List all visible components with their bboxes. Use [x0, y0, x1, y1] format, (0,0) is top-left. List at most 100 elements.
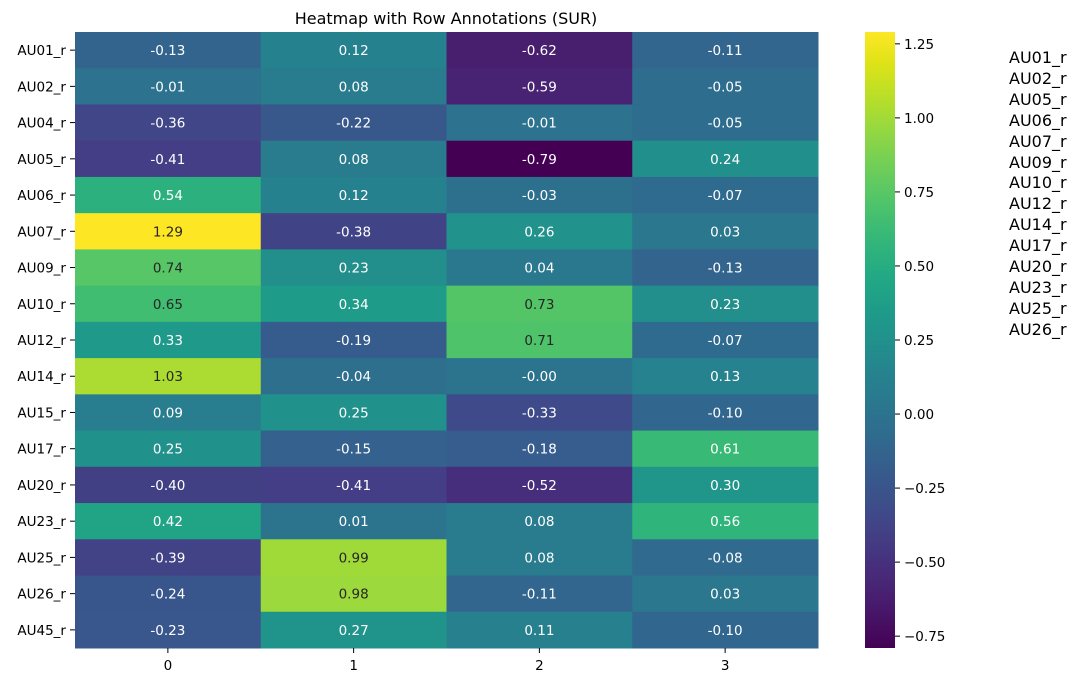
- row-annotation-item: AU07_r: [1009, 131, 1067, 151]
- cell-value-labels: -0.13 0.12 -0.62 -0.11 -0.01 0.08 -0.59 -0.05 -0…: [150, 43, 742, 639]
- cell-value-label: -0.18: [522, 442, 557, 458]
- heatmap-cell: [632, 104, 819, 142]
- heatmap-cell: [75, 140, 262, 178]
- heatmap-cell: [632, 68, 819, 105]
- heatmap-cell: [75, 466, 262, 504]
- colorbar-tick-label: 1.25: [904, 37, 934, 53]
- colorbar-tick-label: 0.00: [904, 407, 934, 423]
- y-tick-label: AU12_r: [17, 333, 66, 349]
- cell-value-label: -0.23: [150, 623, 185, 639]
- cell-value-label: 0.73: [524, 297, 554, 313]
- heatmap-cell: [75, 539, 262, 577]
- heatmap-cell: [632, 575, 819, 613]
- cell-value-label: -0.01: [150, 79, 185, 95]
- y-tick-label: AU04_r: [17, 116, 66, 132]
- cell-value-label: 0.26: [524, 224, 554, 240]
- y-tick-label: AU14_r: [17, 369, 66, 385]
- cell-value-label: -0.08: [708, 550, 743, 566]
- heatmap-cell: [632, 466, 819, 504]
- cell-value-label: -0.07: [708, 188, 743, 204]
- cell-value-label: -0.41: [150, 152, 185, 168]
- cell-value-label: 0.98: [339, 587, 369, 603]
- cell-value-label: 0.25: [339, 405, 369, 421]
- heatmap-cell: [260, 611, 447, 649]
- cell-value-label: 0.13: [710, 369, 740, 385]
- cell-value-label: -0.52: [522, 478, 557, 494]
- cell-value-label: -0.04: [336, 369, 371, 385]
- colorbar-tick-label: 0.75: [904, 185, 934, 201]
- y-tick-label: AU01_r: [17, 43, 66, 59]
- heatmap-cell: [75, 285, 262, 323]
- heatmap-cell: [446, 466, 633, 504]
- heatmap-cell: [75, 213, 262, 250]
- y-tick-label: AU25_r: [17, 550, 66, 566]
- row-annotation-item: AU26_r: [1009, 319, 1067, 339]
- heatmap-cell: [632, 140, 819, 178]
- row-annotation-item: AU10_r: [1009, 173, 1067, 193]
- heatmap-cell: [260, 249, 447, 287]
- cell-value-label: -0.11: [708, 43, 743, 59]
- cell-value-label: -0.10: [708, 405, 743, 421]
- y-tick-label: AU10_r: [17, 297, 66, 313]
- heatmap-cell: [446, 68, 633, 105]
- heatmap-cell: [260, 466, 447, 504]
- y-tick-label: AU09_r: [17, 261, 66, 277]
- heatmap-cell: [75, 394, 262, 432]
- y-tick-label: AU20_r: [17, 478, 66, 494]
- x-tick-label: 0: [164, 658, 173, 674]
- heatmap-cell: [446, 285, 633, 323]
- cell-value-label: 0.12: [339, 188, 369, 204]
- cell-value-label: -0.36: [150, 116, 185, 132]
- cell-value-label: 1.29: [153, 224, 183, 240]
- x-tick-label: 2: [535, 658, 544, 674]
- heatmap-cell: [446, 575, 633, 613]
- y-tick-label: AU45_r: [17, 623, 66, 639]
- heatmap-cell: [446, 539, 633, 577]
- cell-value-label: 0.30: [710, 478, 740, 494]
- cell-value-label: -0.38: [336, 224, 371, 240]
- x-axis: 0 1 2 3: [164, 648, 729, 674]
- cell-value-label: -0.15: [336, 442, 371, 458]
- heatmap-cell: [260, 358, 447, 395]
- heatmap-cell: [446, 321, 633, 359]
- row-annotation-item: AU01_r: [1009, 48, 1067, 67]
- cell-value-label: 0.01: [339, 514, 369, 530]
- cell-value-label: -0.33: [522, 405, 557, 421]
- cell-value-label: -0.19: [336, 333, 371, 349]
- cell-value-label: 0.08: [339, 152, 369, 168]
- colorbar-tick-label: −0.50: [904, 555, 945, 571]
- row-annotation-item: AU06_r: [1009, 110, 1067, 130]
- heatmap-cell: [260, 430, 447, 468]
- cell-value-label: -0.10: [708, 623, 743, 639]
- heatmap-cell: [260, 140, 447, 178]
- heatmap-cell: [260, 285, 447, 323]
- cell-value-label: -0.22: [336, 116, 371, 132]
- heatmap-cell: [446, 176, 633, 214]
- y-tick-label: AU26_r: [17, 587, 66, 603]
- cell-value-label: -0.13: [150, 43, 185, 59]
- heatmap-cell: [75, 32, 262, 69]
- row-annotation-item: AU05_r: [1009, 89, 1067, 109]
- cell-value-label: 0.03: [710, 224, 740, 240]
- heatmap-cell: [632, 249, 819, 287]
- row-annotation-list: AU01_r AU02_r AU05_r AU06_r AU07_r AU09_r AU10…: [1009, 48, 1067, 341]
- cell-value-label: 0.54: [153, 188, 183, 204]
- heatmap-cell: [632, 176, 819, 214]
- cell-value-label: 0.23: [710, 297, 740, 313]
- cell-value-label: 0.56: [710, 514, 740, 530]
- row-annotation-item: AU20_r: [1009, 257, 1067, 277]
- heatmap-cell: [260, 575, 447, 613]
- heatmap-cell: [75, 430, 262, 468]
- x-tick-label: 1: [349, 658, 358, 674]
- cell-value-label: 1.03: [153, 369, 183, 385]
- heatmap-cell: [632, 358, 819, 395]
- heatmap-cell: [632, 321, 819, 359]
- colorbar-tick-label: 0.25: [904, 333, 934, 349]
- cell-value-label: 0.08: [524, 514, 554, 530]
- row-annotation-item: AU02_r: [1009, 68, 1067, 88]
- cell-value-label: 0.61: [710, 442, 740, 458]
- y-axis: AU01_r AU02_r AU04_r AU05_r AU06_r AU07_r AU09…: [17, 43, 75, 639]
- cell-value-label: -0.59: [522, 79, 557, 95]
- row-annotation-item: AU25_r: [1009, 298, 1067, 318]
